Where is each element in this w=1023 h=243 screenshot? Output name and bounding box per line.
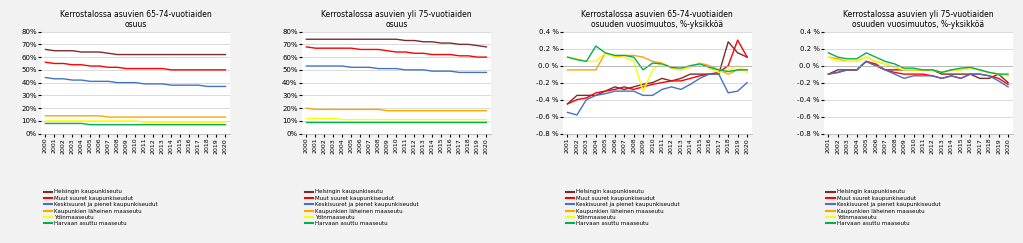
Title: Kerrostalossa asuvien 65-74-vuotiaiden
osuus: Kerrostalossa asuvien 65-74-vuotiaiden o… <box>59 10 212 29</box>
Legend: Helsingin kaupunkiseutu, Muut suuret kaupunkiseudut, Keskisuuret ja pienet kaupu: Helsingin kaupunkiseutu, Muut suuret kau… <box>44 190 158 226</box>
Title: Kerrostalossa asuvien yli 75-vuotiaiden
osuuden vuosimuutos, %-yksikköä: Kerrostalossa asuvien yli 75-vuotiaiden … <box>843 10 993 29</box>
Legend: Helsingin kaupunkiseutu, Muut suuret kaupunkiseudut, Keskisuuret ja pienet kaupu: Helsingin kaupunkiseutu, Muut suuret kau… <box>566 190 679 226</box>
Title: Kerrostalossa asuvien yli 75-vuotiaiden
osuus: Kerrostalossa asuvien yli 75-vuotiaiden … <box>321 10 472 29</box>
Title: Kerrostalossa asuvien 65-74-vuotiaiden
osuuden vuosimuutos, %-yksikköä: Kerrostalossa asuvien 65-74-vuotiaiden o… <box>581 10 733 29</box>
Legend: Helsingin kaupunkiseutu, Muut suuret kaupunkiseudut, Keskisuuret ja pienet kaupu: Helsingin kaupunkiseutu, Muut suuret kau… <box>827 190 941 226</box>
Legend: Helsingin kaupunkiseutu, Muut suuret kaupunkiseudut, Keskisuuret ja pienet kaupu: Helsingin kaupunkiseutu, Muut suuret kau… <box>305 190 418 226</box>
